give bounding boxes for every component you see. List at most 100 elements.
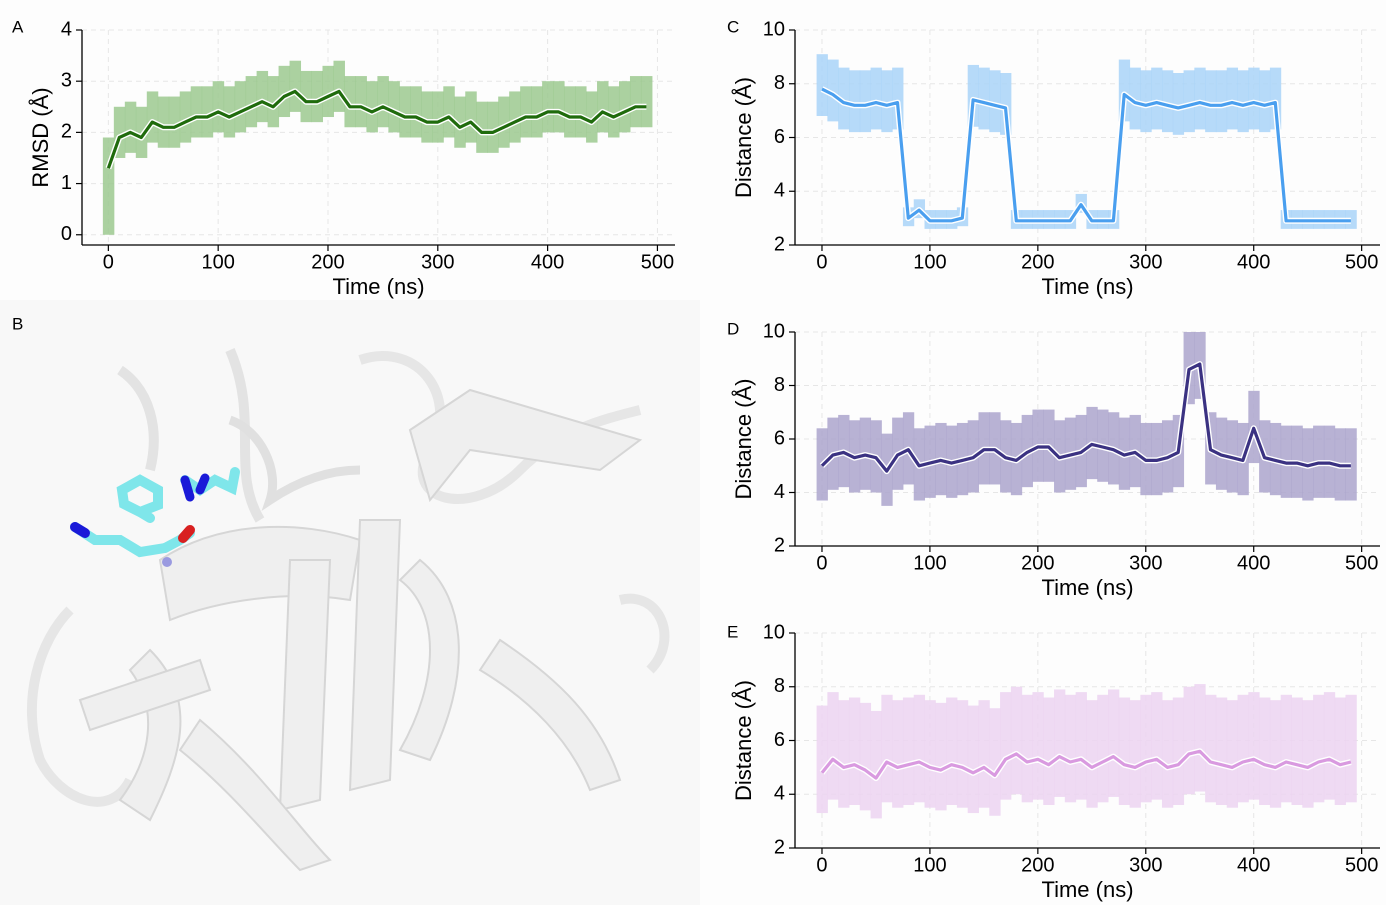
range-band (256, 70, 269, 123)
range-band (1226, 67, 1239, 130)
range-band (1118, 59, 1131, 122)
range-band (300, 70, 313, 123)
range-band (190, 86, 203, 138)
range-band (1291, 697, 1303, 805)
range-band (848, 70, 861, 133)
range-band (377, 76, 389, 128)
panel-label: D (727, 319, 739, 338)
x-tick-label: 300 (1129, 251, 1162, 273)
range-band (1237, 70, 1249, 133)
range-band (816, 54, 828, 116)
range-band (1129, 67, 1141, 130)
range-band (1108, 689, 1120, 797)
x-tick-label: 100 (913, 251, 946, 273)
range-band (586, 91, 598, 143)
range-band (289, 60, 302, 112)
range-band (168, 96, 181, 148)
range-band (278, 65, 291, 118)
range-band (201, 86, 214, 138)
range-band (1086, 700, 1098, 808)
range-band (1226, 700, 1239, 808)
y-tick-label: 2 (774, 836, 785, 858)
range-band (1021, 694, 1033, 803)
range-band (124, 101, 137, 153)
range-band (913, 694, 926, 803)
x-tick-label: 400 (1237, 854, 1270, 876)
range-band (245, 76, 258, 128)
range-band (1205, 70, 1217, 133)
range-band (1000, 692, 1012, 800)
y-tick-label: 6 (774, 427, 785, 449)
range-band (344, 76, 356, 128)
range-band (520, 86, 532, 138)
panel-label: E (727, 622, 738, 641)
range-band (956, 700, 969, 808)
y-tick-label: 8 (774, 72, 785, 94)
range-band (1248, 67, 1260, 130)
range-band (1032, 692, 1044, 800)
range-band (1000, 73, 1012, 135)
range-band (1161, 70, 1174, 133)
range-band (1151, 67, 1163, 130)
range-band (1248, 692, 1260, 800)
range-band (498, 96, 510, 148)
range-band (827, 59, 839, 122)
range-band (827, 692, 839, 800)
range-band (848, 697, 861, 805)
x-tick-label: 0 (103, 251, 114, 273)
range-band (1215, 70, 1228, 133)
residue-sticks (70, 467, 240, 567)
range-band (989, 70, 1001, 133)
range-band (935, 702, 947, 811)
panel-label: A (12, 17, 24, 36)
x-axis-title: Time (ns) (1041, 877, 1133, 902)
range-band (870, 710, 882, 819)
range-band (859, 702, 872, 811)
range-band (892, 67, 904, 130)
range-band (881, 694, 893, 803)
x-tick-label: 100 (201, 251, 234, 273)
range-band (421, 91, 433, 143)
range-band (113, 106, 126, 158)
range-band (1183, 70, 1195, 133)
x-axis-title: Time (ns) (332, 274, 424, 299)
range-band (1205, 694, 1217, 803)
range-band (212, 81, 225, 133)
y-tick-label: 10 (763, 18, 785, 40)
range-band (102, 137, 115, 235)
x-axis-title: Time (ns) (1041, 274, 1133, 299)
y-tick-label: 0 (61, 223, 72, 245)
range-band (399, 86, 411, 138)
range-band (553, 81, 565, 133)
range-band (1140, 70, 1152, 133)
range-band (179, 91, 192, 143)
y-tick-label: 6 (774, 729, 785, 751)
range-band (838, 67, 850, 130)
y-tick-label: 1 (61, 172, 72, 194)
y-tick-label: 2 (774, 534, 785, 556)
range-band (157, 96, 170, 148)
x-tick-label: 0 (816, 854, 827, 876)
x-tick-label: 200 (1021, 251, 1054, 273)
range-band (881, 70, 893, 133)
x-tick-label: 500 (1345, 854, 1378, 876)
range-band (870, 67, 882, 130)
range-band (1140, 694, 1152, 803)
range-band (564, 86, 576, 138)
range-band (388, 81, 400, 133)
x-tick-label: 100 (913, 854, 946, 876)
range-band (989, 708, 1001, 816)
range-band (1259, 70, 1271, 133)
range-band (1194, 67, 1206, 130)
range-band (618, 81, 631, 133)
range-band (629, 76, 642, 128)
range-band (311, 70, 323, 123)
range-band (1345, 694, 1357, 803)
range-band (1269, 67, 1282, 130)
range-band (838, 700, 850, 808)
range-band (487, 101, 499, 153)
range-band (322, 65, 334, 118)
y-tick-label: 8 (774, 675, 785, 697)
